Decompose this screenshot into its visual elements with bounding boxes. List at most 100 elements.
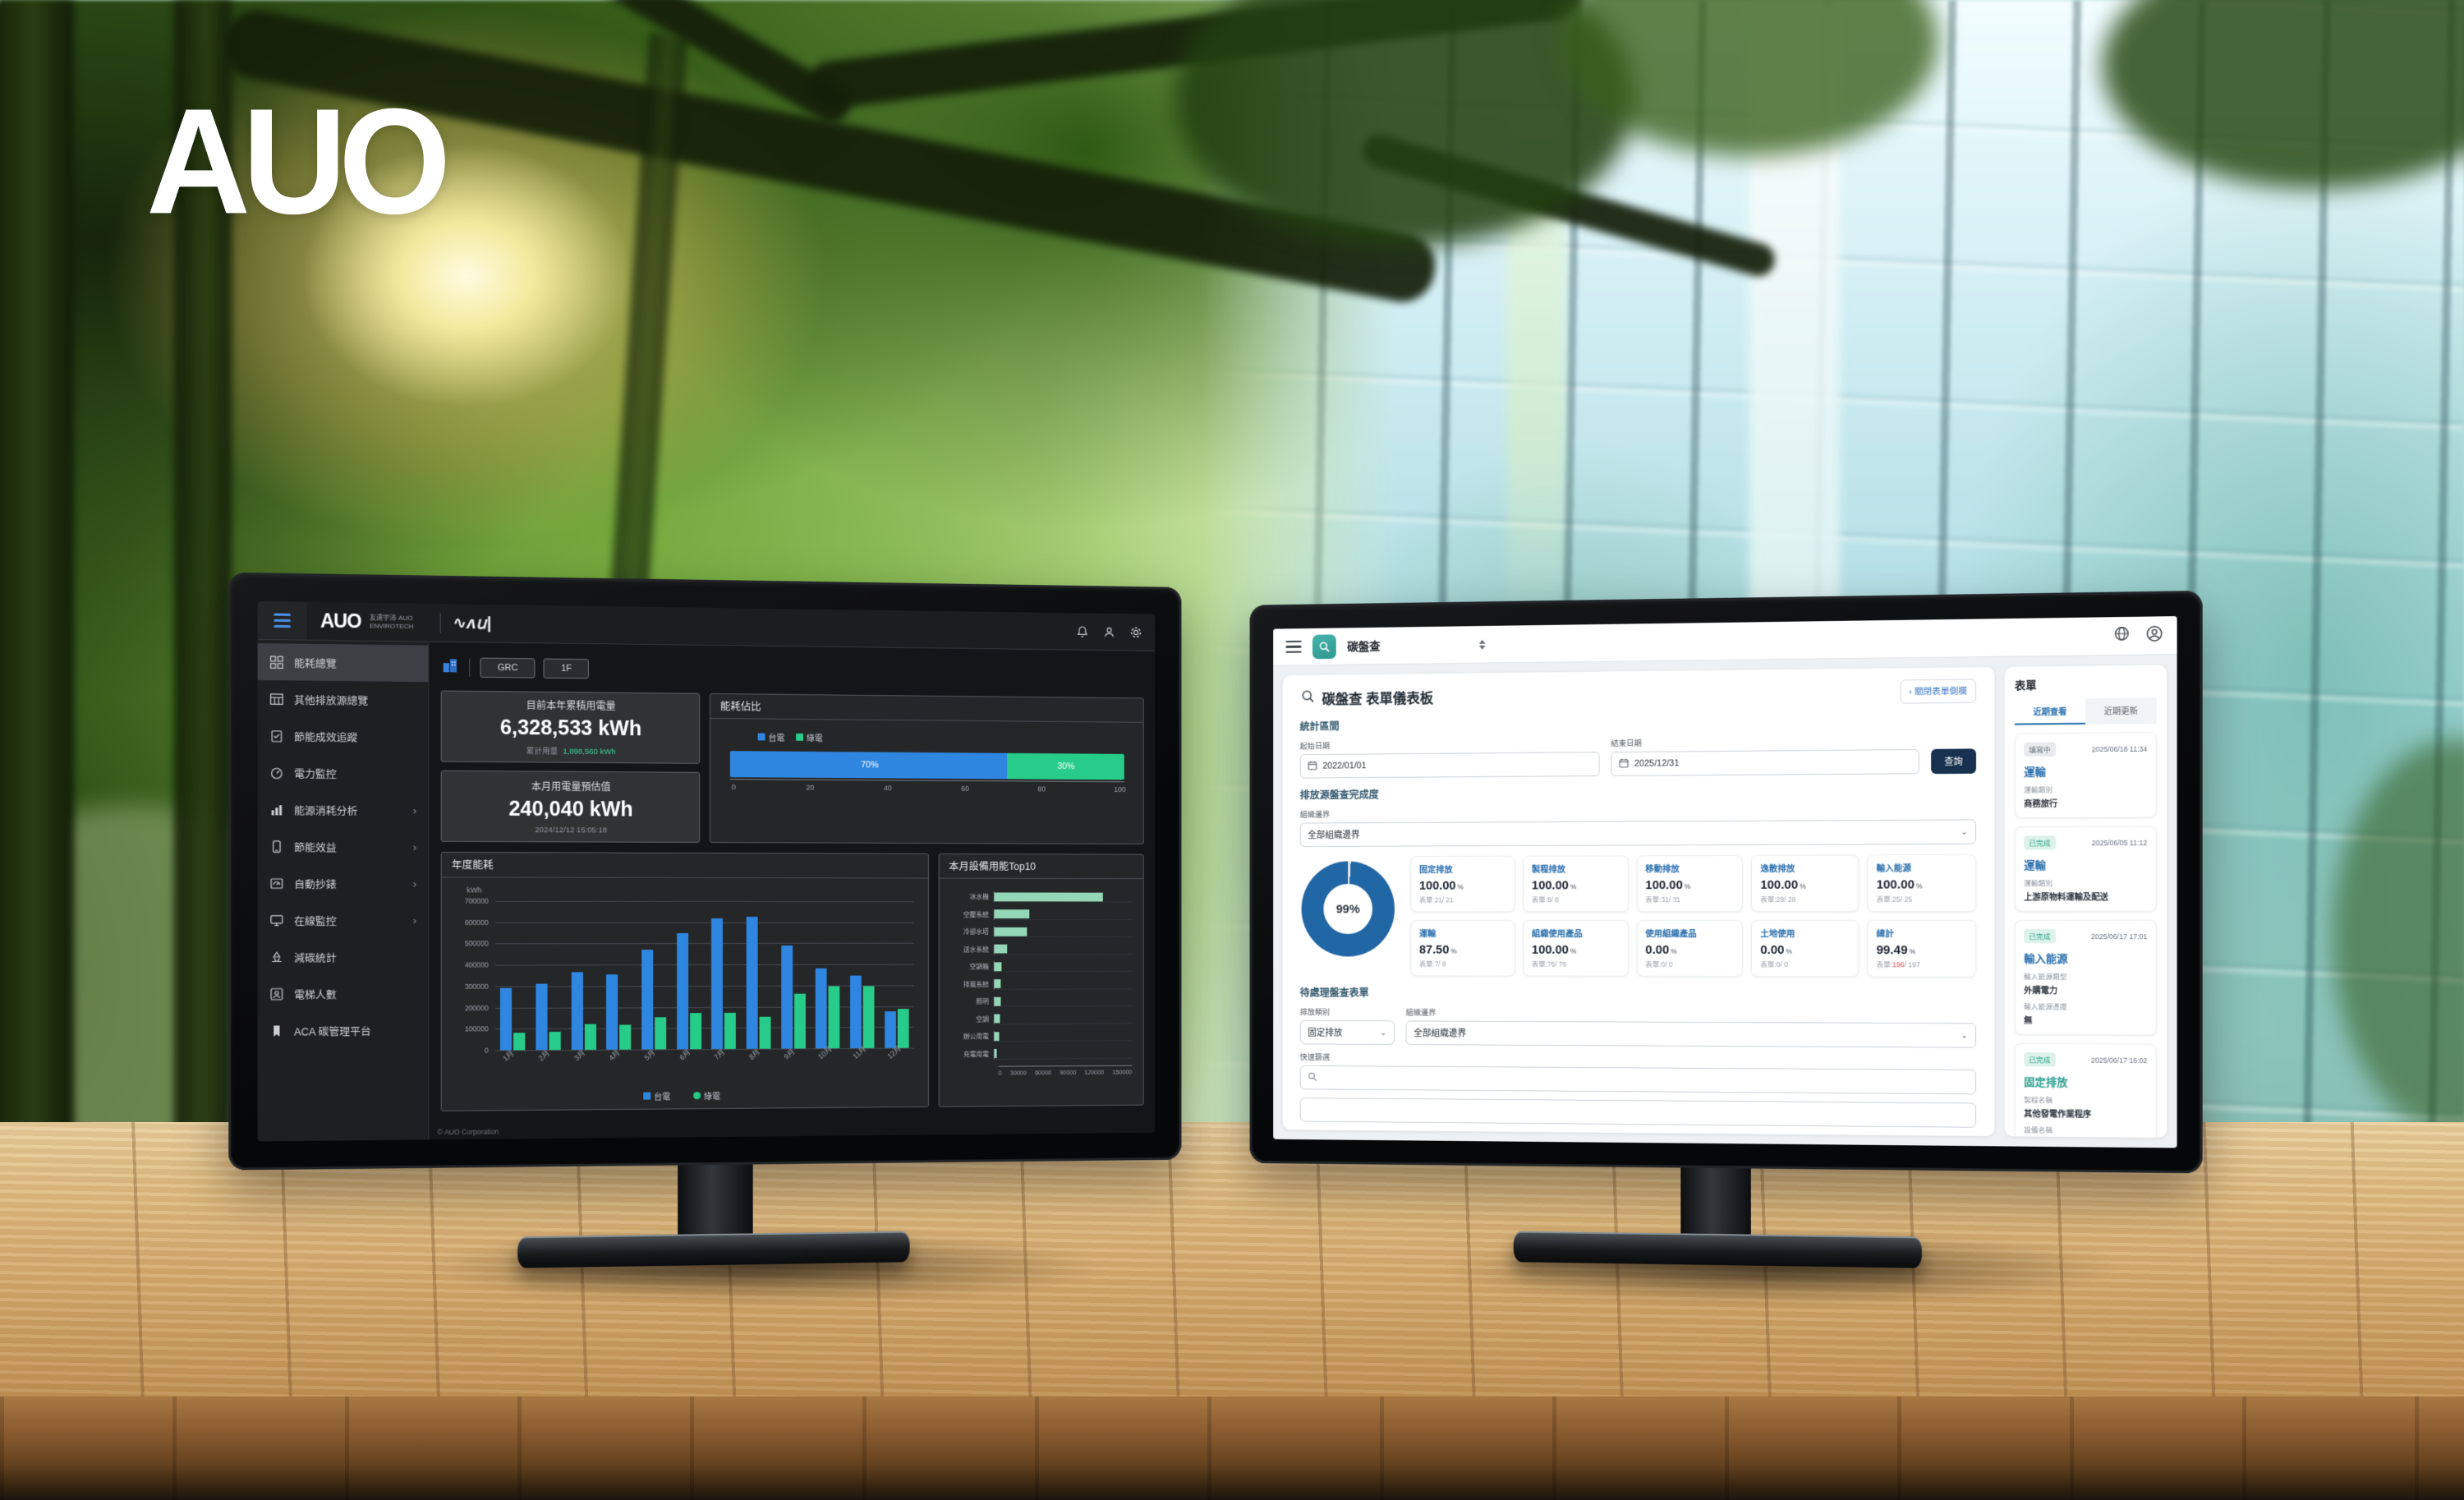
sidebar-item-能耗總覽[interactable]: 能耗總覽 <box>257 643 429 683</box>
end-date-input[interactable]: 2025/12/31 <box>1611 748 1919 776</box>
legend-item-台電: 台電 <box>757 730 784 743</box>
completion-card-title: 輸入能源 <box>1876 863 1911 874</box>
bar-台電 <box>571 972 583 1051</box>
bar-綠電 <box>655 1017 667 1050</box>
y-tick-label: 600000 <box>464 918 489 927</box>
pending-boundary-select[interactable]: 全部組織邊界 ⌄ <box>1405 1020 1977 1048</box>
top10-label: 照明 <box>976 997 989 1005</box>
clipboard-icon <box>269 729 284 743</box>
form-card[interactable]: 已完成 2025/06/17 17:01 輸入能源 輸入能源類型 外購電力 輸入能源憑證無 <box>2014 919 2157 1036</box>
form-field-value: 其他發電作業程序 <box>2024 1110 2092 1120</box>
top10-row: 照明 <box>945 996 1133 1007</box>
sidebar-item-label: 電梯人數 <box>294 988 337 1001</box>
sidebar-item-在線監控[interactable]: 在線監控 › <box>258 901 429 938</box>
bell-icon[interactable] <box>1076 625 1088 638</box>
sidebar-item-其他排放源總覽[interactable]: 其他排放源總覽 <box>258 680 429 719</box>
forms-count-red: 196 <box>1892 960 1905 969</box>
top10-label: 冰水機 <box>969 893 989 901</box>
app-name: 碳盤查 <box>1347 639 1381 653</box>
panel-title: 年度能耗 <box>441 852 929 879</box>
site-button-GRC[interactable]: GRC <box>480 657 536 679</box>
sidebar-item-ACA 碳管理平台[interactable]: ACA 碳管理平台 <box>258 1011 429 1049</box>
legend-item-綠電: 綠電 <box>693 1089 720 1102</box>
sidebar-item-電梯人數[interactable]: 電梯人數 <box>258 975 429 1012</box>
device-icon <box>269 839 284 853</box>
sidebar-item-節能效益[interactable]: 節能效益 › <box>258 828 429 865</box>
top10-track <box>993 1030 1133 1042</box>
gauge-icon <box>269 766 284 780</box>
form-card-title: 固定排放 <box>2024 1075 2068 1089</box>
quick-filter-search-input[interactable] <box>1299 1065 1977 1095</box>
envirotech-logo: ∿ʌ𝗎| <box>453 614 492 633</box>
chevron-right-icon: › <box>412 840 417 854</box>
globe-icon[interactable] <box>2113 625 2131 646</box>
sidebar-item-電力監控[interactable]: 電力監控 <box>258 754 429 792</box>
collapse-sort-icon[interactable] <box>1478 639 1486 650</box>
top10-rows: 冰水機 空壓系統 冷卻水塔 送水系統 空調箱 排風系統 照明 空調 辦公用電 充電用電 <box>945 891 1133 1060</box>
form-field-label: 製程名稱 <box>2024 1095 2053 1105</box>
bar-group-7月: 7月 <box>711 901 737 1061</box>
top10-label: 排風系統 <box>963 980 989 988</box>
chevron-right-icon: › <box>412 803 417 817</box>
top10-row: 空調箱 <box>945 961 1133 973</box>
sidebar-item-減碳統計[interactable]: 減碳統計 <box>258 938 429 975</box>
completion-card-forms: 表單:196/ 197 <box>1876 960 1920 969</box>
empty-input[interactable] <box>1299 1097 1977 1128</box>
close-form-panel-button[interactable]: ‹ 關閉表單側欄 <box>1900 679 1977 704</box>
top10-bar <box>994 961 1002 971</box>
right-monitor: 碳盤查 碳盤查 表單儀表板 ‹ 關閉表單側欄 統計區間 起始日期 <box>1249 590 2203 1272</box>
form-card[interactable]: 已完成 2025/06/17 16:02 固定排放製程名稱其他發電作業程序設備名稱緊… <box>2014 1042 2157 1139</box>
stat-sub-green-value: 1,898,560 kWh <box>563 747 616 757</box>
query-button[interactable]: 查詢 <box>1931 748 1977 775</box>
completion-card-forms: 表單:7/ 8 <box>1418 959 1446 969</box>
sidebar-item-節能成效追蹤[interactable]: 節能成效追蹤 <box>258 717 429 755</box>
panel-title: 本月設備用能Top10 <box>939 854 1143 880</box>
category-select[interactable]: 固定排放 ⌄ <box>1299 1019 1395 1045</box>
form-field-value: 外購電力 <box>2024 986 2058 996</box>
building-icon <box>441 656 459 679</box>
completion-donut-chart: 99% <box>1301 861 1395 957</box>
menu-hamburger-icon[interactable] <box>1285 640 1302 654</box>
start-date-input[interactable]: 2022/01/01 <box>1299 752 1600 779</box>
top10-track <box>993 978 1133 990</box>
tab-近期更新[interactable]: 近期更新 <box>2085 697 2157 725</box>
completion-card-value: 0.00% <box>1645 942 1677 957</box>
calendar-icon <box>1619 757 1629 770</box>
site-button-1F[interactable]: 1F <box>543 658 590 679</box>
boundary-select[interactable]: 全部組織邊界 ⌄ <box>1299 819 1977 847</box>
form-card[interactable]: 填寫中 2025/06/18 11:34 運輸 運輸類別 商務旅行 <box>2014 732 2157 819</box>
completion-card-運輸: 運輸 87.50% 表單:7/ 8 <box>1410 920 1515 977</box>
bar-台電 <box>536 983 548 1051</box>
form-field-value: 無 <box>2024 1016 2033 1026</box>
top10-track <box>993 1047 1133 1060</box>
sidebar-item-能源消耗分析[interactable]: 能源消耗分析 › <box>258 791 429 829</box>
pending-boundary-value: 全部組織邊界 <box>1414 1028 1467 1039</box>
completion-cards: 固定排放 100.00% 表單:21/ 21 製程排放 100.00% 表單:8/ 8 移動… <box>1410 854 1977 978</box>
recycle-icon <box>269 950 284 964</box>
y-tick-label: 700000 <box>464 896 489 905</box>
gear-icon[interactable] <box>1129 625 1142 638</box>
bar-group-9月: 9月 <box>780 901 806 1061</box>
user-icon[interactable] <box>1103 625 1115 638</box>
sidebar-item-label: 能源消耗分析 <box>294 804 358 817</box>
form-card-head: 已完成 2025/06/17 17:01 <box>2024 928 2147 944</box>
form-card[interactable]: 已完成 2025/06/05 11:12 運輸 運輸類別 上游原物料運輸及配送 <box>2014 826 2157 912</box>
left-app-body: 能耗總覽 其他排放源總覽 節能成效追蹤 電力監控 能源消耗分析 › 節能效益 › 自動抄錶 › 在線… <box>257 639 1155 1142</box>
tab-近期查看[interactable]: 近期查看 <box>2014 698 2086 725</box>
sidebar-item-自動抄錶[interactable]: 自動抄錶 › <box>258 865 429 902</box>
top10-label: 冷卻水塔 <box>963 927 989 936</box>
annual-energy-panel: 年度能耗 kWh 700000 600000 500000 400000 300000 2… <box>440 851 929 1111</box>
user-avatar-icon[interactable] <box>2145 624 2163 646</box>
axis-tick: 20 <box>806 783 815 792</box>
page-title-row: 碳盤查 表單儀表板 ‹ 關閉表單側欄 <box>1300 679 1977 710</box>
menu-hamburger-icon[interactable] <box>257 600 307 640</box>
section-heading-pending: 待處理盤查表單 <box>1299 987 1369 999</box>
sidebar-item-label: ACA 碳管理平台 <box>294 1025 371 1038</box>
stacked-ratio-bar: 70% 30% <box>729 751 1124 780</box>
form-field-value: 上游原物料運輸及配送 <box>2024 893 2108 903</box>
completion-card-value: 99.49% <box>1876 943 1916 958</box>
top10-row: 空調 <box>945 1013 1133 1024</box>
bar-台電 <box>849 975 862 1049</box>
top10-row: 空壓系統 <box>945 909 1133 920</box>
form-card-time: 2025/06/17 16:02 <box>2091 1056 2148 1065</box>
